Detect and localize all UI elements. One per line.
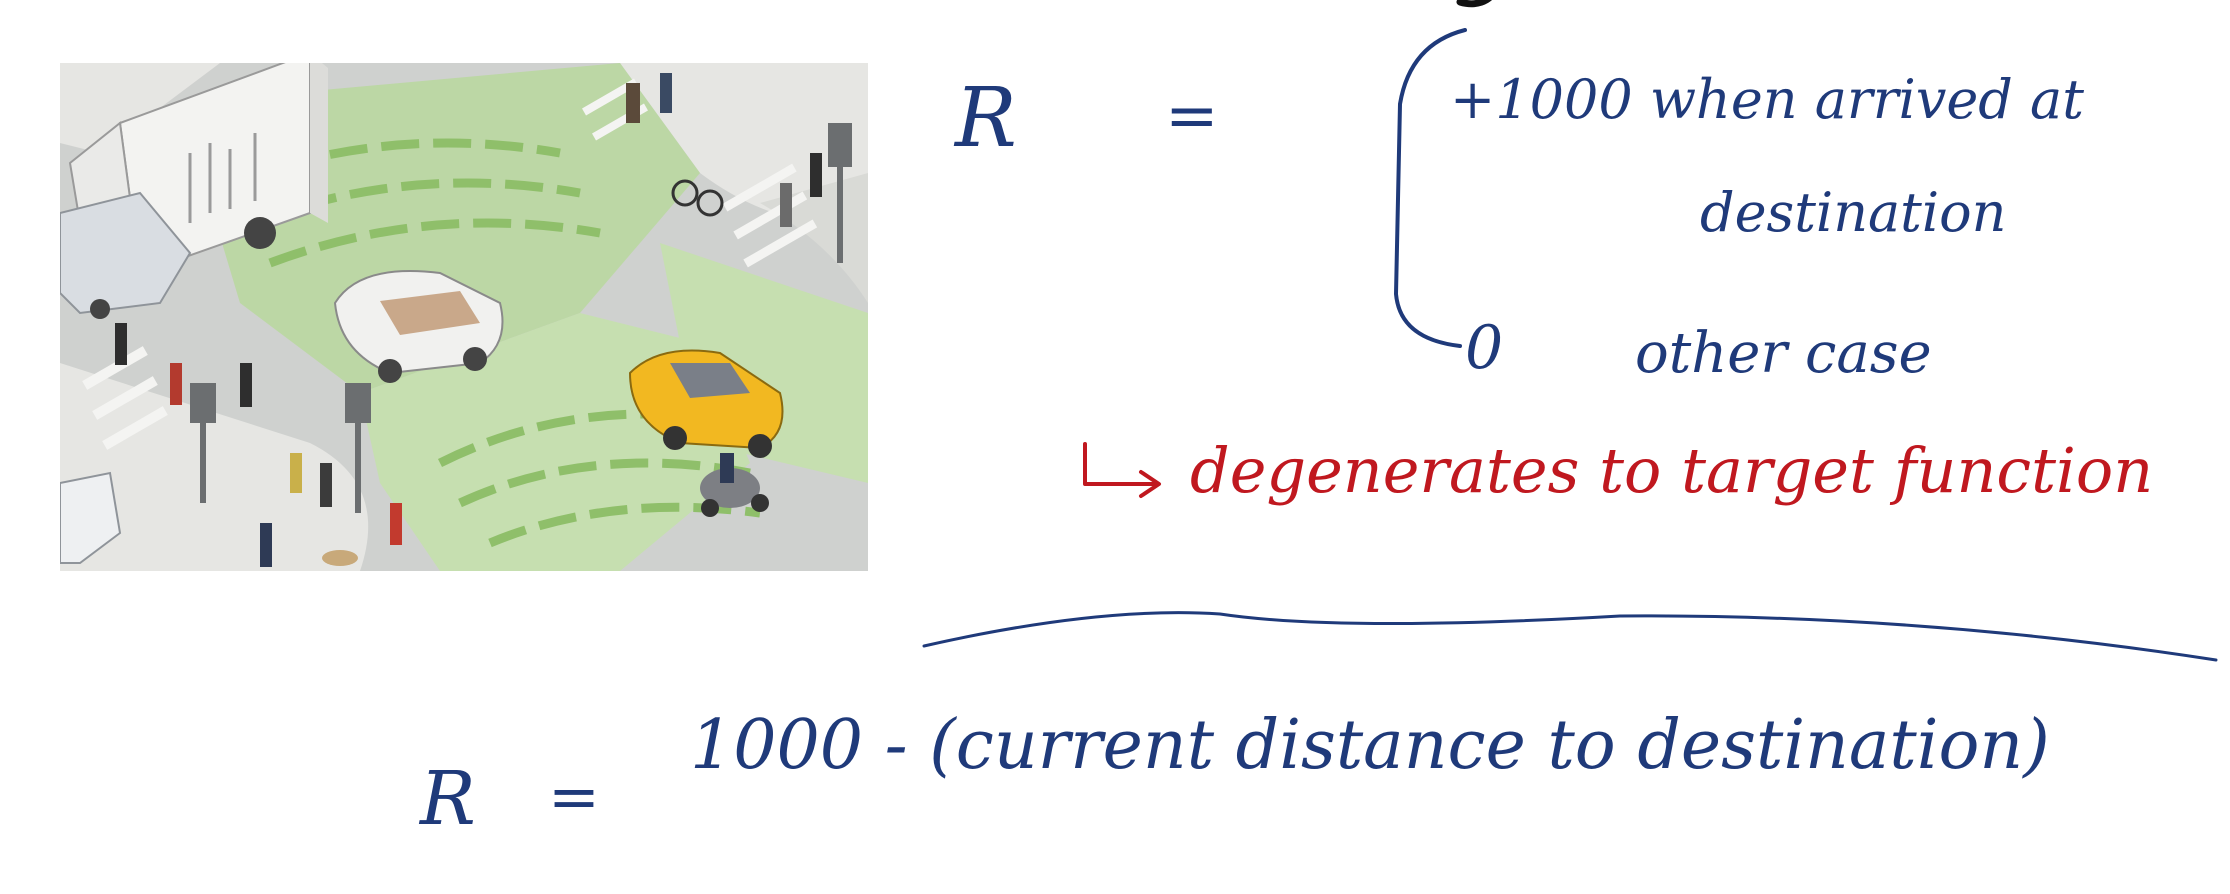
case-2-condition: other case: [1635, 321, 1932, 386]
case-1-condition-continued: destination: [1700, 181, 2007, 244]
case-2-value: 0: [1465, 313, 1504, 383]
intersection-illustration: [60, 63, 868, 571]
alt-reward-expression: 1000 - (current distance to destination): [690, 706, 2050, 785]
equals-sign: =: [1165, 79, 1219, 153]
alt-reward-symbol: R: [420, 756, 476, 842]
divider-stroke: [922, 611, 2218, 662]
note-arrow-icon: [1083, 442, 1161, 498]
slide-title-fragment: [1440, 0, 1520, 14]
case-1-value-condition: +1000 when arrived at: [1450, 68, 2084, 131]
alt-equals-sign: =: [548, 760, 600, 833]
degenerate-note: degenerates to target function: [1190, 434, 2154, 507]
reward-symbol: R: [955, 71, 1017, 166]
case-brace: [1393, 28, 1467, 348]
